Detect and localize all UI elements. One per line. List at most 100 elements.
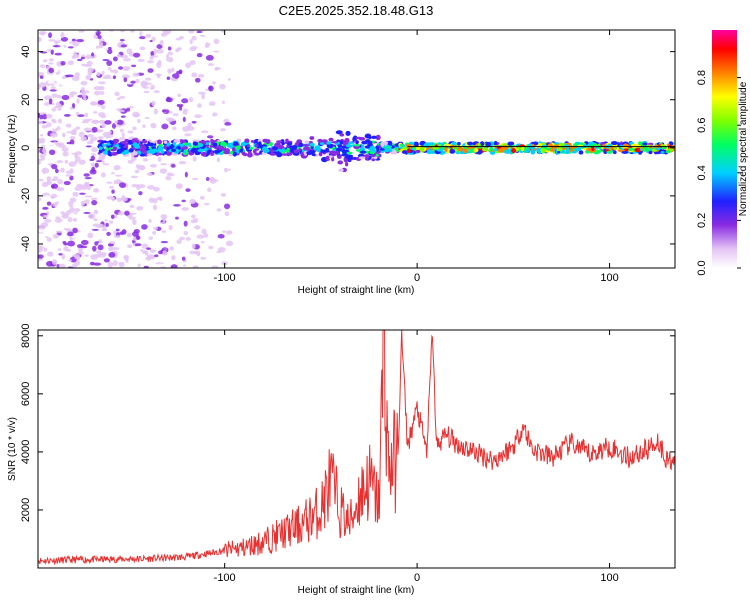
spectrogram-cell (169, 246, 174, 251)
spectrogram-cell (524, 149, 530, 153)
spectrogram-cell (191, 35, 197, 41)
spectrogram-cell (110, 151, 118, 156)
spectrogram-cell (108, 220, 114, 224)
spectrogram-cell (65, 225, 71, 229)
spectrogram-cell (191, 120, 197, 124)
spectrogram-cell (108, 251, 116, 258)
spectrogram-cell (434, 147, 440, 150)
spectrogram-cell (160, 240, 169, 244)
spectrogram-cell (428, 142, 435, 146)
spectrogram-cell (58, 263, 66, 268)
spectrogram-cell (133, 52, 141, 58)
spectrogram-cell (258, 141, 262, 146)
spectrogram-cell (148, 142, 154, 147)
spectrogram-cell (232, 151, 238, 157)
x-tick-label: -100 (214, 272, 236, 284)
spectrogram-cell (213, 38, 220, 45)
spectrogram-cell (98, 146, 103, 151)
spectrogram-cell (136, 235, 140, 240)
spectrogram-cell (109, 241, 116, 244)
spectrogram-cell (71, 235, 80, 239)
spectrogram-cell (39, 114, 44, 121)
spectrogram-cell (190, 147, 198, 153)
y-tick-label: 40 (20, 46, 32, 58)
spectrogram-cell (57, 248, 62, 251)
spectrogram-cell (449, 149, 456, 154)
spectrogram-cell (125, 257, 129, 264)
spectrogram-cell (152, 140, 156, 144)
spectrogram-cell (38, 161, 42, 165)
spectrogram-cell (227, 168, 231, 171)
spectrogram-cell (163, 144, 168, 150)
spectrogram-cell (161, 123, 169, 130)
spectrogram-cell (141, 243, 149, 250)
spectrogram-cell (84, 64, 92, 68)
snr-ylabel: SNR (10 * v/v) (7, 417, 18, 481)
spectrogram-cell (402, 150, 407, 154)
spectrogram-cell (137, 119, 141, 123)
spectrogram-cell (38, 112, 41, 118)
spectrogram-cell (86, 118, 93, 121)
spectrogram-cell (38, 245, 44, 251)
spectrogram-cell (210, 151, 214, 157)
spectrogram-cell (81, 239, 89, 246)
spectrogram-cell (122, 67, 130, 72)
spectrogram-cell (48, 67, 55, 74)
spectrogram-cell (61, 94, 70, 101)
spectrogram-cell (325, 155, 330, 161)
spectrogram-cell (205, 177, 210, 181)
spectrogram-cell (185, 236, 191, 241)
spectrogram-cell (170, 148, 177, 153)
spectrogram-cell (52, 202, 58, 207)
spectrogram-cell (139, 30, 143, 37)
spectrogram-cell (60, 31, 65, 38)
spectrogram-cell (144, 116, 150, 120)
spectrogram-cell (335, 130, 343, 135)
spectrogram-cell (135, 140, 140, 144)
spectrogram-cell (152, 204, 158, 211)
spectrogram-cell (648, 150, 653, 155)
spectrogram-cell (51, 102, 55, 106)
spectrogram-cell (184, 133, 192, 137)
spectrogram-cell (43, 102, 51, 106)
spectrogram-cell (467, 141, 473, 146)
spectrogram-cell (128, 106, 134, 109)
spectrogram-cell (118, 137, 127, 141)
spectrogram-cell (189, 250, 196, 255)
spectrogram-cell (84, 195, 93, 198)
spectrogram-cell (74, 256, 79, 260)
spectrogram-cell (90, 153, 97, 156)
spectrogram-cell (217, 178, 225, 182)
spectrogram-cell (207, 135, 214, 139)
spectrogram-cell (331, 140, 339, 144)
spectrogram-cell (177, 93, 182, 98)
spectrogram-cell (144, 82, 153, 85)
spectrogram-cell (143, 210, 148, 216)
spectrogram-cell (151, 100, 156, 107)
spectrogram-cell (187, 122, 192, 128)
spectrogram-cell (58, 206, 62, 211)
spectrogram-cell (131, 64, 137, 68)
spectrogram-cell (72, 217, 78, 222)
spectrogram-cell (91, 199, 98, 206)
spectrogram-cell (477, 150, 482, 155)
spectrogram-cell (160, 214, 168, 220)
spectrogram-cell (124, 210, 130, 216)
spectrogram-cell (276, 151, 283, 158)
spectrogram-cell (132, 126, 137, 131)
spectrogram-cell (281, 142, 285, 146)
spectrogram-cell (65, 248, 72, 252)
spectrogram-cell (90, 155, 96, 161)
spectrogram-cell (197, 148, 204, 153)
spectrogram-cell (175, 37, 182, 41)
spectrogram-cell (160, 162, 168, 166)
spectrogram-cell (638, 141, 642, 146)
spectrogram-marks (38, 30, 675, 268)
spectrogram-cell (128, 148, 134, 153)
spectrogram-cell (51, 164, 58, 170)
spectrogram-cell (168, 224, 173, 231)
spectrogram-cell (199, 195, 205, 200)
spectrogram-cell (113, 164, 121, 171)
spectrogram-cell (631, 143, 638, 149)
spectrogram-cell (361, 144, 365, 148)
